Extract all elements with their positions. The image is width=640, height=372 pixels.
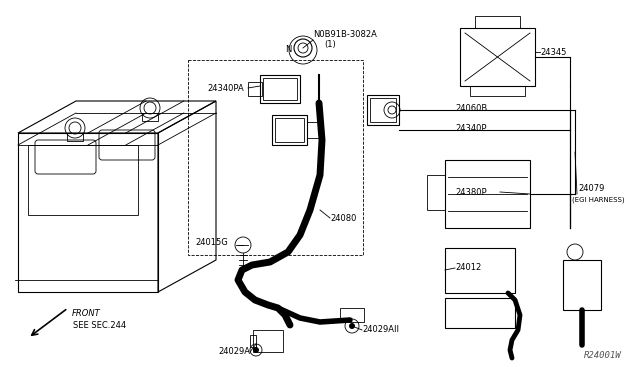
Bar [427,175,445,210]
Bar [250,335,256,347]
Bar [272,115,307,145]
Text: 24340PA: 24340PA [207,83,244,93]
Circle shape [349,323,355,329]
Text: 24029A: 24029A [218,347,250,356]
Bar [248,82,262,96]
Bar [28,145,138,215]
Text: N0B91B-3082A: N0B91B-3082A [313,29,377,38]
Text: 24080: 24080 [330,214,356,222]
Bar [260,75,300,103]
Bar [460,28,535,86]
Text: R24001W: R24001W [584,351,622,360]
Bar [188,60,363,255]
Text: 24380P: 24380P [455,187,486,196]
Text: 24029AII: 24029AII [362,326,399,334]
Text: (EGI HARNESS): (EGI HARNESS) [572,197,625,203]
Bar [307,122,319,138]
Text: FRONT: FRONT [72,310,100,318]
Text: 24345: 24345 [540,48,566,57]
Bar [470,86,525,96]
Bar [253,330,283,352]
Text: 24340P: 24340P [455,124,486,132]
Text: (1): (1) [324,39,336,48]
Text: 24012: 24012 [455,263,481,273]
Bar [445,160,530,228]
Circle shape [253,347,259,353]
Bar [370,98,396,122]
Text: N: N [285,45,292,54]
Bar [475,16,520,28]
Bar [67,133,83,141]
Text: SEE SEC.244: SEE SEC.244 [74,321,127,330]
Bar [142,113,158,121]
Text: 24015G: 24015G [195,237,228,247]
Bar [263,78,297,100]
Bar [563,260,601,310]
Bar [367,95,399,125]
Text: 24079: 24079 [578,183,604,192]
Bar [445,248,515,293]
Text: 24060B: 24060B [455,103,487,112]
Bar [275,118,304,142]
Bar [445,298,515,328]
Bar [340,308,364,322]
